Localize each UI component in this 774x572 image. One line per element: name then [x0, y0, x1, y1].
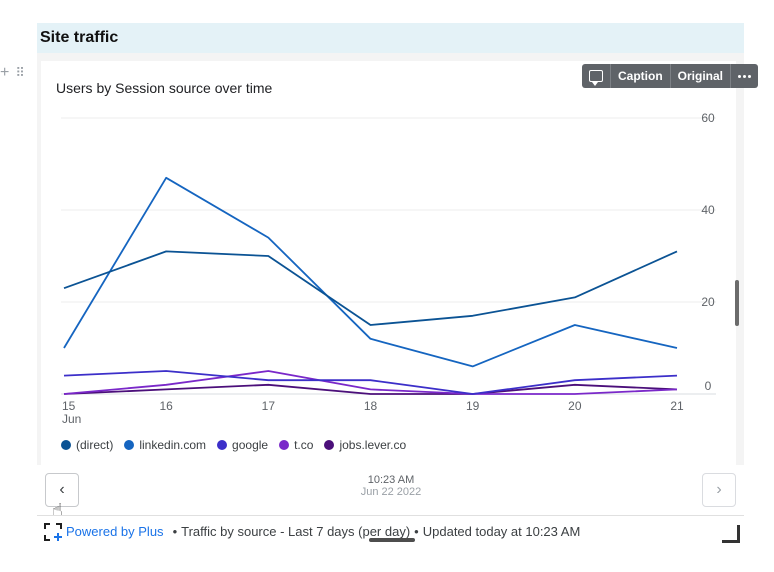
- x-tick-label: 16: [159, 399, 173, 413]
- chart-title: Users by Session source over time: [56, 80, 273, 96]
- legend-item[interactable]: (direct): [61, 438, 113, 452]
- timestamp-date: Jun 22 2022: [360, 486, 422, 498]
- next-button[interactable]: ›: [702, 473, 736, 507]
- chevron-left-icon: ‹: [59, 481, 65, 498]
- footer-description: Traffic by source - Last 7 days (per day…: [181, 524, 411, 539]
- x-tick-sublabel: Jun: [62, 412, 81, 426]
- legend-item[interactable]: google: [217, 438, 268, 452]
- series-line: [63, 250, 678, 326]
- previous-button[interactable]: ‹: [45, 473, 79, 507]
- legend-dot: [124, 440, 135, 450]
- footer-separator: •: [172, 524, 178, 539]
- chart-card: Users by Session source over time Captio…: [37, 53, 759, 465]
- chart-legend: (direct) linkedin.com google t.co jobs.lever…: [61, 438, 406, 452]
- legend-dot: [217, 440, 228, 450]
- legend-label: linkedin.com: [139, 438, 207, 452]
- drag-handle-icon[interactable]: ⠿: [15, 65, 24, 80]
- y-tick-label: 20: [701, 295, 715, 309]
- section-header: Site traffic: [37, 23, 744, 53]
- y-tick-label: 0: [705, 379, 712, 393]
- chart-toolbar: Caption Original: [582, 64, 759, 88]
- y-tick-label: 60: [701, 111, 715, 125]
- pointer-cursor-icon: ☝: [52, 500, 63, 520]
- section-title: Site traffic: [40, 29, 119, 46]
- legend-item[interactable]: t.co: [279, 438, 313, 452]
- more-icon: [738, 74, 752, 78]
- chart-panel: Users by Session source over time Captio…: [41, 61, 759, 465]
- resize-handle-icon[interactable]: [722, 525, 740, 543]
- timestamp-time: 10:23 AM: [367, 474, 415, 486]
- legend-item[interactable]: linkedin.com: [124, 438, 206, 452]
- x-tick-label: 17: [262, 399, 276, 413]
- series-line: [63, 370, 678, 395]
- legend-item[interactable]: jobs.lever.co: [324, 438, 406, 452]
- series-line: [63, 176, 678, 368]
- footer-updated: Updated today at 10:23 AM: [422, 524, 581, 539]
- powered-by-link[interactable]: Powered by Plus: [66, 524, 164, 539]
- x-tick-label: 20: [568, 399, 582, 413]
- legend-dot: [61, 440, 71, 450]
- x-tick-label: 18: [364, 399, 378, 413]
- legend-dot: [324, 440, 335, 450]
- comment-button[interactable]: [582, 64, 611, 88]
- line-chart: 0 20 40 60 15 16 17 18 19 20 21 Jun: [61, 111, 716, 426]
- legend-label: t.co: [294, 438, 314, 452]
- legend-label: (direct): [76, 438, 114, 452]
- block-controls: + ⠿: [0, 64, 25, 82]
- snapshot-timestamp: 10:23 AM Jun 22 2022: [330, 474, 452, 498]
- caption-button[interactable]: Caption: [611, 64, 671, 88]
- legend-label: jobs.lever.co: [339, 438, 407, 452]
- footer: Powered by Plus • Traffic by source - La…: [37, 515, 744, 547]
- plus-logo-icon: [44, 522, 62, 541]
- footer-separator: •: [414, 524, 419, 539]
- comment-icon: [589, 70, 603, 86]
- plus-icon[interactable]: +: [0, 64, 10, 81]
- legend-label: google: [232, 438, 269, 452]
- original-button[interactable]: Original: [671, 64, 732, 88]
- legend-dot: [279, 440, 290, 450]
- x-tick-label: 19: [466, 399, 480, 413]
- scrollbar[interactable]: [735, 280, 739, 326]
- y-tick-label: 40: [701, 203, 715, 217]
- chevron-right-icon: ›: [716, 481, 722, 498]
- drag-bar[interactable]: [369, 538, 415, 542]
- x-tick-label: 15: [62, 399, 76, 413]
- series-line: [63, 383, 678, 395]
- series-line: [63, 370, 678, 395]
- more-button[interactable]: [731, 64, 758, 88]
- x-tick-label: 21: [670, 399, 684, 413]
